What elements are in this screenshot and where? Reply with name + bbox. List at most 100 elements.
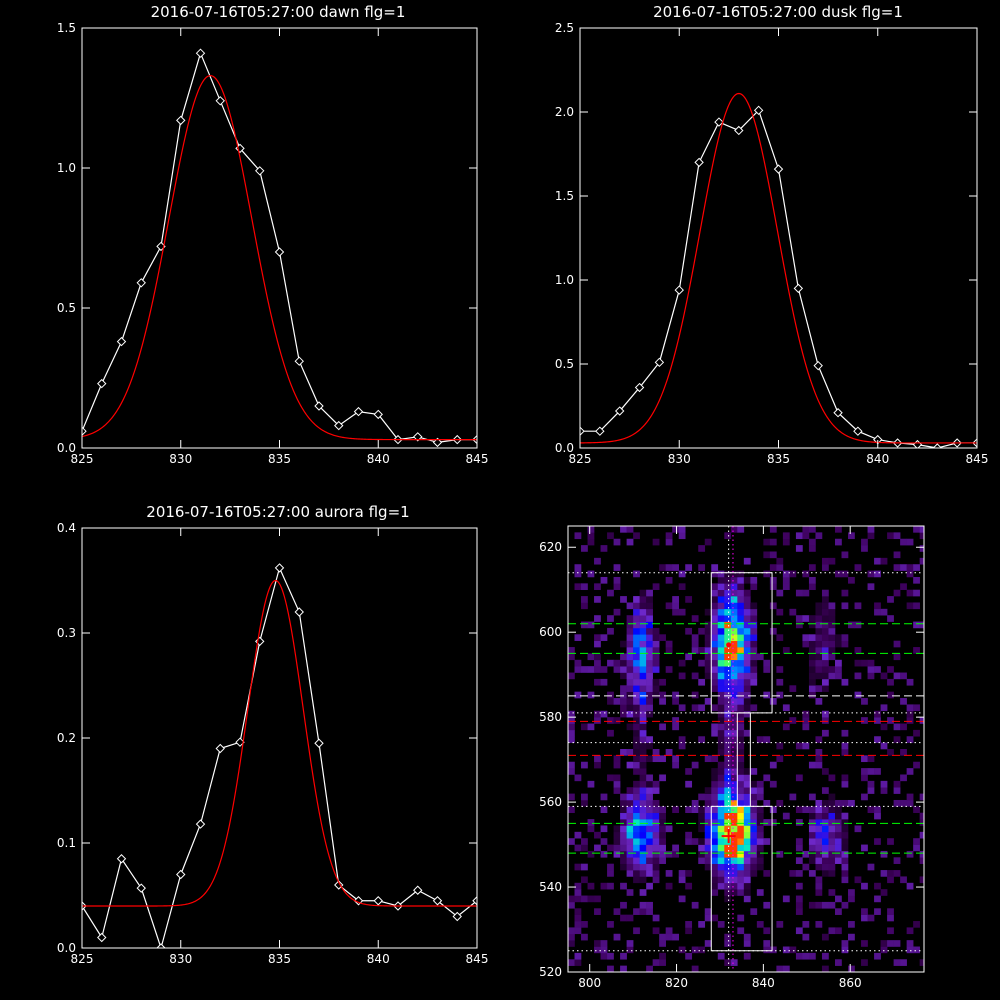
image-pixel <box>594 908 601 915</box>
image-pixel <box>639 787 647 794</box>
image-pixel <box>815 761 823 769</box>
image-pixel <box>613 666 621 673</box>
image-pixel <box>620 819 627 826</box>
image-pixel <box>769 627 777 635</box>
dawn-data-point <box>373 409 383 420</box>
image-pixel <box>581 723 588 731</box>
image-pixel <box>652 787 660 794</box>
image-pixel <box>848 621 855 629</box>
image-pixel <box>652 666 660 673</box>
image-pixel <box>750 844 758 852</box>
image-pixel <box>821 685 829 692</box>
image-pixel <box>730 653 738 661</box>
image-pixel <box>730 799 738 807</box>
image-pixel <box>717 589 725 597</box>
image-pixel <box>639 768 647 775</box>
image-pixel <box>815 634 823 641</box>
image-pixel <box>795 806 803 814</box>
image-pixel <box>737 729 745 737</box>
image-pixel <box>815 844 823 852</box>
image-pixel <box>711 589 719 597</box>
image-pixel <box>756 857 764 864</box>
image-pixel <box>717 857 725 864</box>
image-pixel <box>698 921 706 928</box>
image-pixel <box>678 526 686 533</box>
image-pixel <box>639 749 647 756</box>
image-pixel <box>815 640 823 648</box>
image-pixel <box>769 819 777 826</box>
image-pixel <box>607 532 614 540</box>
image-pixel <box>743 729 751 737</box>
image-pixel <box>678 876 686 884</box>
image-pixel <box>581 844 588 852</box>
image-pixel <box>730 774 738 782</box>
image-pixel <box>672 698 680 705</box>
image-pixel <box>600 710 608 718</box>
image-pixel <box>574 889 582 896</box>
image-pixel <box>919 526 924 533</box>
image-pixel <box>613 825 621 833</box>
image-pixel <box>730 627 738 635</box>
image-pixel <box>652 863 660 871</box>
image-pixel <box>724 889 732 896</box>
image-pixel <box>704 850 712 858</box>
image-pixel <box>874 570 881 578</box>
image-pixels <box>568 526 924 972</box>
image-pixel <box>581 933 588 941</box>
image-pixel <box>704 608 712 616</box>
image-pixel <box>913 844 920 852</box>
image-pixel <box>835 857 842 864</box>
image-pixel <box>906 793 914 801</box>
image-pixel <box>737 799 745 807</box>
image-pixel <box>730 749 738 756</box>
image-pixel <box>568 959 575 966</box>
image-pixel <box>782 583 790 591</box>
image-pixel <box>880 940 888 947</box>
image-pixel <box>893 672 901 680</box>
image-pixel <box>900 723 907 731</box>
image-pixel <box>737 570 745 578</box>
image-pixel <box>808 825 816 833</box>
image-pixel <box>743 576 751 584</box>
image-pixel <box>795 742 803 750</box>
image-pixel <box>776 921 784 928</box>
image-pixel <box>867 787 875 794</box>
image-pixel <box>620 749 627 756</box>
image-pixel <box>639 774 647 782</box>
image-pixel <box>717 704 725 712</box>
image-pixel <box>698 812 706 820</box>
image-pixel <box>587 819 595 826</box>
image-pixel <box>828 799 836 807</box>
image-pixel <box>841 570 849 578</box>
dawn-title: 2016-07-16T05:27:00 dawn flg=1 <box>151 3 406 21</box>
image-pixel <box>633 672 640 680</box>
image-pixel <box>704 666 712 673</box>
image-pixel <box>808 583 816 591</box>
image-pixel <box>626 678 634 686</box>
image-pixel <box>717 921 725 928</box>
image-pixel <box>581 602 588 610</box>
image-pixel <box>887 749 894 756</box>
image-pixel <box>685 838 693 845</box>
image-pixel <box>874 557 881 565</box>
image-pixel <box>724 761 732 769</box>
aurora-data-point <box>195 819 206 829</box>
aurora-data-point <box>97 932 107 943</box>
image-pixel <box>652 819 660 826</box>
image-pixel <box>841 901 849 909</box>
image-pixel <box>594 634 601 641</box>
dusk-data-point <box>614 406 625 416</box>
image-plot-area <box>568 526 924 972</box>
image-pixel <box>750 857 758 864</box>
image-pixel <box>594 653 601 661</box>
image-pixel <box>613 787 621 794</box>
image-pixel <box>659 774 666 782</box>
image-pixel <box>639 831 647 839</box>
image-pixel <box>652 678 660 686</box>
image-pixel <box>639 755 647 763</box>
image-pixel <box>743 799 751 807</box>
image-pixel <box>613 576 621 584</box>
image-pixel <box>815 838 823 845</box>
image-pixel <box>724 723 732 731</box>
image-pixel <box>808 831 816 839</box>
